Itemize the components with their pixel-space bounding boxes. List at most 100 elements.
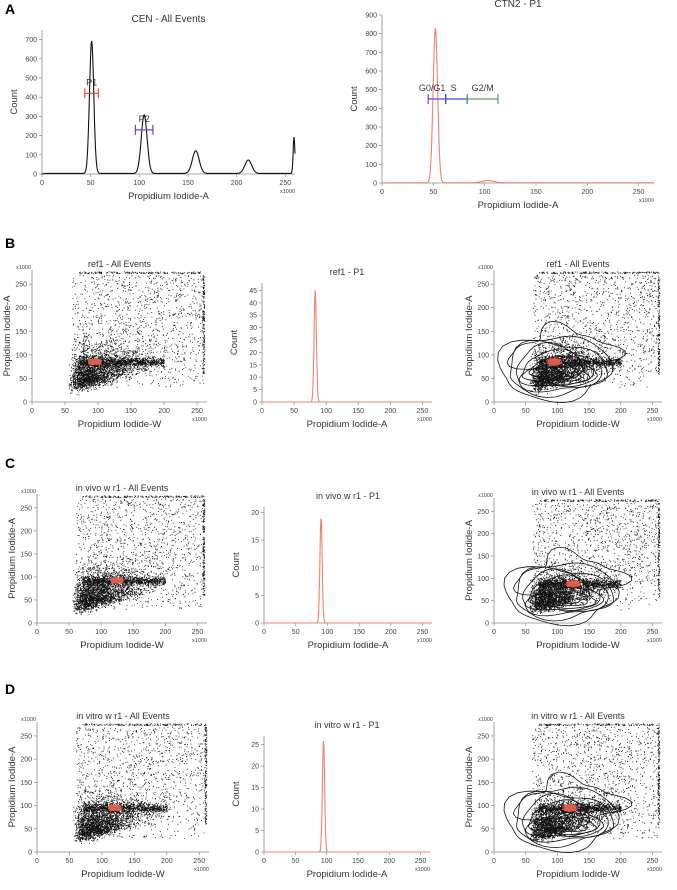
- scatter-points: [529, 499, 661, 615]
- chart-title: in vivo w r1 - P1: [316, 491, 380, 501]
- y-tick-label: 10: [251, 807, 259, 814]
- chart-c2: 0 50 100 150 200 250 0 5 10 15 20 in vivo w r1 - P1…: [231, 491, 432, 651]
- x-tick-label: 50: [522, 629, 530, 636]
- chart-title: ref1 - All Events: [546, 259, 610, 269]
- x-tick-label: 250: [633, 189, 645, 196]
- y-tick-label: 20: [249, 350, 257, 357]
- x-tick-label: 200: [615, 408, 627, 415]
- x-tick-label: 250: [191, 408, 203, 415]
- x-tick-label: 100: [479, 189, 491, 196]
- x-tick-label: 250: [647, 408, 659, 415]
- y-tick-label: 100: [477, 803, 489, 810]
- y-axis-label: Propidium Iodide-A: [464, 295, 475, 376]
- y-tick-label: 5: [255, 593, 259, 600]
- y-tick-label: 150: [477, 329, 489, 336]
- y-axis-label: Count: [231, 552, 242, 578]
- panel-label-a: A: [5, 1, 15, 17]
- x-tick-label: 150: [125, 408, 137, 415]
- contour-line: [544, 591, 589, 604]
- x-axis-label: Propidium Iodide-A: [307, 419, 388, 430]
- gate-label: S: [451, 83, 457, 93]
- contour-line: [534, 812, 591, 832]
- x-tick-label: 200: [384, 408, 396, 415]
- x-tick-label: 150: [583, 858, 595, 865]
- x-axis-label: Propidium Iodide-W: [78, 419, 161, 430]
- x-tick-label: 250: [193, 858, 205, 865]
- chart-title: in vitro w r1 - All Events: [76, 711, 170, 721]
- y-tick-label: 200: [477, 757, 489, 764]
- contour-line: [527, 806, 597, 836]
- x-scale-note: x1000: [639, 198, 654, 204]
- y-tick-label: 700: [365, 50, 377, 57]
- x-tick-label: 150: [127, 629, 139, 636]
- x-scale-note: x1000: [647, 638, 662, 644]
- x-tick-label: 200: [161, 858, 173, 865]
- x-tick-label: 100: [322, 629, 334, 636]
- y-scale-note: x1000: [16, 265, 31, 271]
- x-tick-label: 200: [581, 189, 593, 196]
- x-tick-label: 50: [291, 858, 299, 865]
- contour-outer: [512, 771, 633, 837]
- y-tick-label: 0: [28, 621, 32, 628]
- y-tick-label: 100: [477, 576, 489, 583]
- y-tick-label: 250: [477, 733, 489, 740]
- chart-d3: 0 50 100 150 200 250 0 50 100 150 200 250 in vitro w…: [464, 711, 662, 880]
- x-tick-label: 200: [615, 858, 627, 865]
- y-axis-label: Count: [9, 89, 20, 115]
- y-axis-label: Propidium Iodide-A: [2, 295, 13, 376]
- x-tick-label: 250: [417, 629, 429, 636]
- y-tick-label: 400: [25, 95, 37, 102]
- y-tick-label: 30: [249, 325, 257, 332]
- chart-d2: 0 50 100 150 200 250 0 5 10 15 20 25 in vitro w r1 -…: [231, 720, 430, 880]
- x-scale-note: x1000: [647, 417, 662, 423]
- y-tick-label: 400: [365, 106, 377, 113]
- y-axis-label: Propidium Iodide-A: [464, 746, 475, 827]
- x-tick-label: 100: [321, 858, 333, 865]
- gate-outline: [565, 579, 581, 588]
- scatter-points: [72, 495, 206, 615]
- x-scale-note: x1000: [417, 417, 432, 423]
- gate-label: P2: [139, 114, 150, 124]
- x-tick-label: 250: [647, 858, 659, 865]
- x-tick-label: 0: [492, 629, 496, 636]
- x-tick-label: 200: [385, 629, 397, 636]
- contour-line: [503, 786, 620, 854]
- gate-population: [110, 577, 124, 584]
- x-tick-label: 0: [492, 408, 496, 415]
- y-tick-label: 600: [25, 56, 37, 63]
- x-tick-label: 0: [35, 629, 39, 636]
- y-tick-label: 100: [15, 352, 27, 359]
- y-tick-label: 50: [481, 376, 489, 383]
- x-tick-label: 100: [552, 858, 564, 865]
- y-tick-label: 0: [28, 850, 32, 857]
- x-axis-label: Propidium Iodide-A: [307, 869, 388, 880]
- x-tick-label: 200: [231, 180, 243, 187]
- y-tick-label: 0: [373, 181, 377, 188]
- x-tick-label: 0: [262, 629, 266, 636]
- chart-title: ref1 - P1: [330, 267, 365, 277]
- y-axis-label: Count: [349, 86, 360, 112]
- y-tick-label: 250: [15, 282, 27, 289]
- y-tick-label: 5: [253, 387, 257, 394]
- chart-title: in vitro w r1 - P1: [314, 720, 379, 730]
- x-tick-label: 50: [65, 629, 73, 636]
- x-axis-label: Propidium Iodide-W: [536, 869, 619, 880]
- contour-line: [527, 581, 597, 609]
- y-scale-note: x1000: [478, 717, 493, 723]
- x-tick-label: 200: [159, 629, 171, 636]
- y-tick-label: 0: [23, 400, 27, 407]
- x-axis-label: Propidium Iodide-A: [128, 191, 209, 202]
- y-tick-label: 15: [249, 362, 257, 369]
- x-tick-label: 100: [320, 408, 332, 415]
- chart-a2: 0 50 100 150 200 250 0 100 200 300 400 500 600 700 800…: [349, 0, 654, 211]
- contour-line: [525, 574, 605, 612]
- y-tick-label: 100: [25, 152, 37, 159]
- y-tick-label: 900: [365, 13, 377, 20]
- x-tick-label: 150: [530, 189, 542, 196]
- x-axis-label: Propidium Iodide-W: [80, 640, 163, 651]
- y-tick-label: 50: [24, 597, 32, 604]
- y-tick-label: 0: [253, 400, 257, 407]
- contour-line: [509, 339, 608, 398]
- y-tick-label: 20: [251, 510, 259, 517]
